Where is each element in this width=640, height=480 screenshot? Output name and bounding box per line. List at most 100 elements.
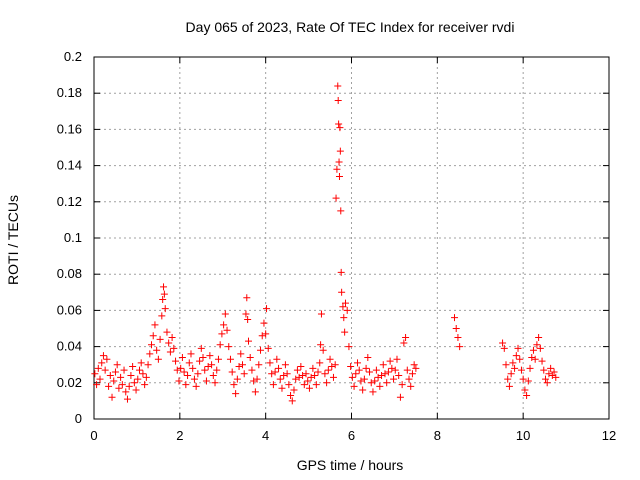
data-point xyxy=(309,364,317,372)
data-point xyxy=(523,391,531,399)
data-point xyxy=(504,375,512,383)
data-point xyxy=(456,343,464,351)
data-point xyxy=(386,357,394,365)
data-point xyxy=(526,364,534,372)
data-point xyxy=(278,384,286,392)
data-point xyxy=(326,355,334,363)
data-point xyxy=(341,299,349,307)
data-point xyxy=(130,379,138,387)
data-point xyxy=(499,339,507,347)
data-point xyxy=(500,344,508,352)
data-point xyxy=(235,363,243,371)
data-point xyxy=(412,364,420,372)
data-point xyxy=(454,334,462,342)
x-tick-label: 4 xyxy=(262,428,269,443)
data-point xyxy=(390,375,398,383)
data-point xyxy=(151,321,159,329)
data-point xyxy=(538,357,546,365)
data-point xyxy=(122,388,130,396)
data-point xyxy=(98,359,106,367)
data-point xyxy=(511,364,519,372)
data-point xyxy=(221,310,229,318)
data-point xyxy=(293,366,301,374)
data-point xyxy=(178,353,186,361)
data-point xyxy=(512,352,520,360)
y-tick-label: 0.04 xyxy=(57,339,82,354)
data-point xyxy=(156,335,164,343)
data-point xyxy=(244,315,252,323)
data-point xyxy=(94,364,102,372)
data-point xyxy=(202,377,210,385)
data-point xyxy=(281,361,289,369)
data-point xyxy=(248,366,256,374)
data-point xyxy=(134,375,142,383)
data-point xyxy=(115,384,123,392)
data-point xyxy=(352,370,360,378)
data-point xyxy=(194,370,202,378)
data-point xyxy=(321,370,329,378)
data-point xyxy=(146,350,154,358)
data-point xyxy=(196,357,204,365)
data-point xyxy=(307,373,315,381)
data-point xyxy=(452,325,460,332)
data-point xyxy=(398,381,406,389)
data-point xyxy=(214,355,222,363)
data-point xyxy=(182,381,190,389)
y-tick-label: 0.06 xyxy=(57,302,82,317)
data-point xyxy=(376,382,384,390)
data-point xyxy=(317,310,325,318)
data-point xyxy=(132,386,140,394)
data-point xyxy=(180,368,188,376)
data-point xyxy=(245,337,252,345)
data-point xyxy=(371,377,379,385)
data-point xyxy=(287,391,295,399)
data-point xyxy=(343,306,351,314)
data-point xyxy=(407,382,415,390)
data-point xyxy=(379,361,387,369)
data-point xyxy=(135,366,143,374)
data-point xyxy=(505,382,513,390)
data-point xyxy=(125,382,133,390)
data-point xyxy=(199,353,207,361)
data-point xyxy=(96,375,104,383)
data-point xyxy=(276,375,284,383)
chart-title: Day 065 of 2023, Rate Of TEC Index for r… xyxy=(186,19,515,35)
data-point xyxy=(168,334,176,342)
data-point xyxy=(232,390,240,398)
grid-lines xyxy=(94,57,609,419)
data-point xyxy=(177,364,185,372)
data-point xyxy=(369,388,377,396)
data-point xyxy=(517,366,525,374)
data-point xyxy=(335,172,343,180)
data-point xyxy=(378,372,386,380)
data-point xyxy=(218,330,226,338)
x-axis-label: GPS time / hours xyxy=(297,457,404,473)
data-point xyxy=(312,381,320,389)
data-point xyxy=(336,124,344,132)
data-point xyxy=(149,332,157,340)
y-tick-label: 0.14 xyxy=(57,158,82,173)
data-point xyxy=(113,361,121,369)
data-point xyxy=(250,377,258,385)
data-point xyxy=(208,361,216,369)
data-point xyxy=(257,346,265,354)
data-point xyxy=(304,377,312,385)
y-tick-label: 0 xyxy=(75,411,82,426)
data-point xyxy=(305,384,313,392)
data-point xyxy=(117,373,125,381)
data-point xyxy=(299,372,307,380)
data-point xyxy=(355,366,363,374)
data-point xyxy=(507,370,515,378)
data-point xyxy=(381,370,389,378)
data-point xyxy=(263,305,271,313)
data-point xyxy=(388,364,396,372)
data-point xyxy=(258,332,266,340)
data-point xyxy=(341,328,349,336)
data-point xyxy=(158,312,166,320)
data-point xyxy=(144,361,152,369)
data-point xyxy=(367,379,375,387)
data-point xyxy=(543,379,551,387)
data-point xyxy=(139,370,147,378)
data-point xyxy=(160,290,168,298)
data-point xyxy=(172,357,180,365)
